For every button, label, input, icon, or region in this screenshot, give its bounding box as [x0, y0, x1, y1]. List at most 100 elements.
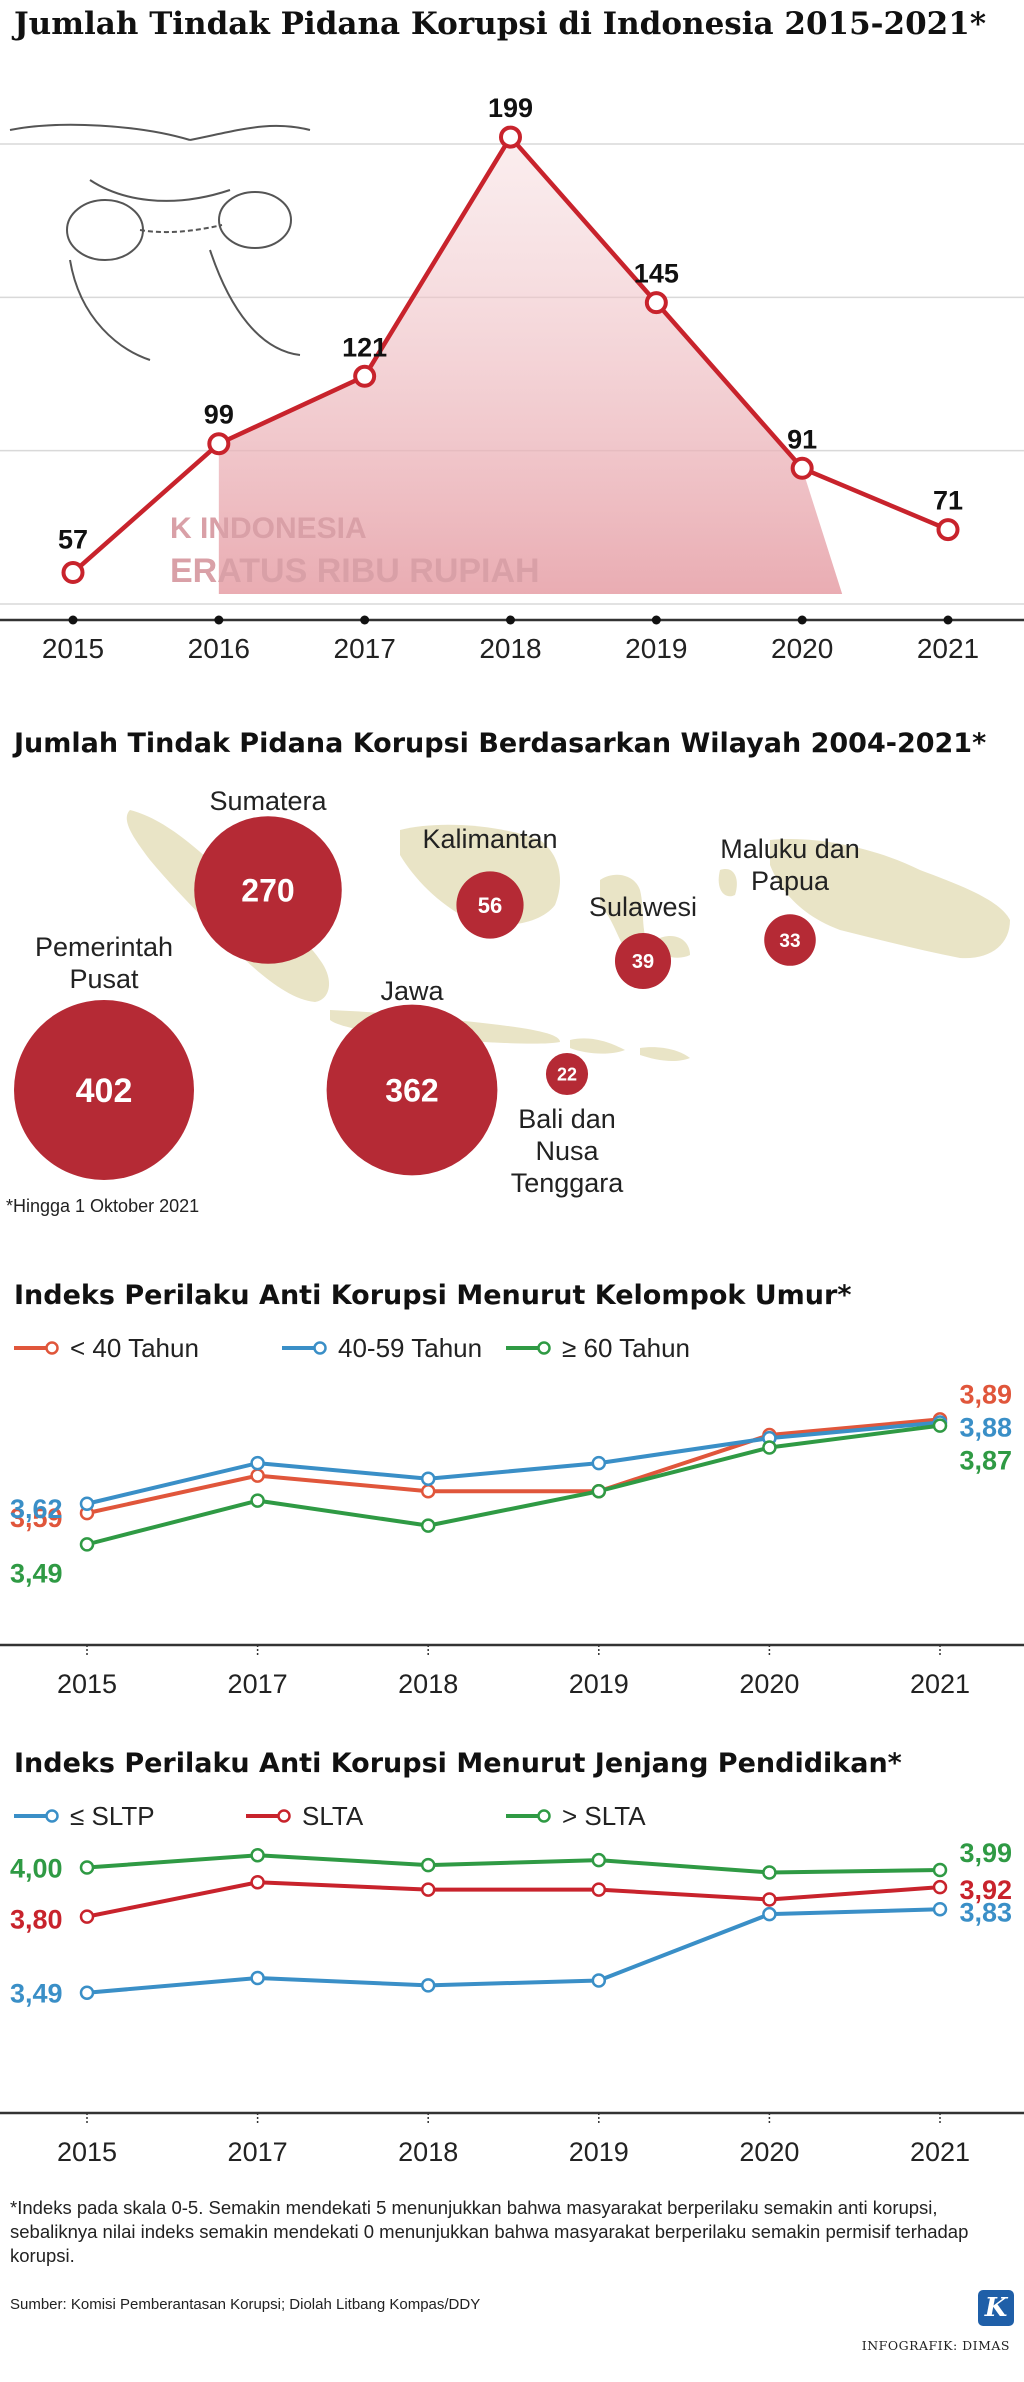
start-label: 3,49 — [10, 1558, 63, 1588]
handcuffs-illustration-icon — [9, 123, 311, 361]
tick-label: 2021 — [910, 1669, 970, 1699]
chart3-title: Indeks Perilaku Anti Korupsi Menurut Kel… — [14, 1280, 852, 1311]
start-label: 3,80 — [10, 1905, 63, 1935]
legend-marker — [537, 1341, 551, 1355]
legend-marker — [45, 1809, 59, 1823]
legend-marker — [313, 1341, 327, 1355]
region-bubble — [614, 932, 672, 990]
bubble-value: 39 — [632, 951, 654, 973]
data-point — [591, 1973, 607, 1988]
chart4-title: Indeks Perilaku Anti Korupsi Menurut Jen… — [14, 1748, 902, 1779]
data-point — [591, 1882, 607, 1897]
data-point — [932, 1879, 948, 1895]
region-label: Nusa — [535, 1136, 599, 1166]
tick-label: 2017 — [228, 2137, 288, 2167]
region-bubble — [545, 1052, 589, 1096]
data-point — [644, 291, 668, 315]
data-point — [420, 1518, 436, 1533]
data-point — [499, 125, 522, 149]
region-bubble — [194, 816, 342, 964]
start-label: 3,49 — [10, 1979, 63, 2009]
data-point — [250, 1455, 265, 1471]
chart1-title: Jumlah Tindak Pidana Korupsi di Indonesi… — [14, 6, 987, 42]
legend-marker — [537, 1809, 551, 1823]
data-label: 145 — [634, 259, 679, 289]
end-label: 3,92 — [959, 1875, 1012, 1905]
data-point — [420, 1471, 436, 1486]
legend-label: ≤ SLTP — [70, 1801, 155, 1831]
education-index-chart: ≤ SLTP SLTA > SLTA 3,49 3,83 3,80 3,92 4,00 3,9… — [0, 1801, 1024, 2167]
region-bubble — [14, 1000, 194, 1180]
region-label: Sumatera — [209, 786, 327, 816]
data-point — [79, 1985, 95, 2000]
data-label: 199 — [488, 93, 533, 123]
series-path — [86, 1880, 941, 1919]
tick-label: 2021 — [917, 633, 979, 664]
data-point — [591, 1852, 607, 1868]
banknote-text: K INDONESIA — [170, 512, 367, 545]
series-path — [86, 1417, 941, 1516]
data-point — [762, 1906, 777, 1922]
region-label: Sulawesi — [589, 892, 697, 922]
data-point — [250, 1493, 265, 1508]
region-bubbles: 270 Sumatera 56 Kalimantan 39 Sulawesi 33 Maluk… — [14, 786, 860, 1198]
tick-label: 2018 — [398, 2137, 458, 2167]
legend: < 40 Tahun 40-59 Tahun ≥ 60 Tahun — [14, 1333, 690, 1363]
data-point — [250, 1848, 265, 1863]
region-label: Bali dan — [518, 1104, 616, 1134]
tick-mark — [943, 615, 953, 625]
tick-label: 2018 — [398, 1669, 458, 1699]
bubble-value: 362 — [385, 1073, 438, 1109]
data-point — [591, 1484, 607, 1499]
legend-label: ≥ 60 Tahun — [562, 1333, 690, 1363]
banknote-area — [218, 137, 843, 595]
start-label: 3,62 — [10, 1494, 63, 1524]
tick-label: 2019 — [625, 633, 687, 664]
tick-mark — [506, 615, 515, 625]
legend-label: SLTA — [302, 1801, 364, 1831]
bubble-value: 402 — [76, 1072, 133, 1110]
series-lines: 3,49 3,83 3,80 3,92 4,00 3,99 — [10, 1838, 1012, 2009]
data-label: 57 — [58, 525, 88, 555]
legend-label: > SLTA — [562, 1801, 646, 1831]
end-label: 3,99 — [959, 1838, 1012, 1868]
x-axis: 2015 2017 2018 2019 2020 2021 — [0, 1643, 1024, 1699]
region-label: Maluku dan — [720, 834, 860, 864]
tick-label: 2015 — [57, 2137, 117, 2167]
data-point — [79, 1860, 95, 1875]
map-footnote: *Hingga 1 Oktober 2021 — [6, 1196, 200, 1216]
data-label: 99 — [204, 400, 234, 430]
legend-marker — [45, 1341, 59, 1355]
chart2-title: Jumlah Tindak Pidana Korupsi Berdasarkan… — [14, 728, 987, 759]
tick-label: 2020 — [739, 1669, 799, 1699]
start-label: 4,00 — [10, 1854, 63, 1884]
tick-label: 2015 — [57, 1669, 117, 1699]
data-point — [932, 1418, 948, 1433]
region-label: Jawa — [380, 976, 444, 1006]
tick-label: 2017 — [228, 1669, 288, 1699]
corruption-cases-line-chart: K INDONESIA ERATUS RIBU RUPIAH 57 99 121 199… — [0, 93, 1024, 664]
bubble-value: 22 — [557, 1064, 577, 1084]
infographic-credit: INFOGRAFIK: DIMAS — [861, 2338, 1010, 2353]
region-bubble-map: 270 Sumatera 56 Kalimantan 39 Sulawesi 33 Maluk… — [14, 786, 1010, 1198]
tick-mark — [214, 615, 224, 625]
series-lines: 3,59 3,89 3,62 3,88 3,49 3,87 — [10, 1379, 1012, 1588]
tick-mark — [797, 615, 807, 625]
data-label: 121 — [342, 332, 387, 362]
data-point — [762, 1865, 777, 1880]
tick-label: 2020 — [739, 2137, 799, 2167]
tick-label: 2019 — [569, 1669, 629, 1699]
data-point — [591, 1455, 607, 1471]
data-point — [353, 364, 377, 388]
data-point — [420, 1484, 436, 1499]
data-point — [936, 518, 960, 542]
end-label: 3,87 — [959, 1446, 1012, 1476]
data-label: 91 — [787, 424, 817, 454]
source-text: Sumber: Komisi Pemberantasan Korupsi; Di… — [10, 2296, 481, 2313]
region-bubble — [326, 1004, 498, 1176]
region-label: Tenggara — [511, 1168, 625, 1198]
bubble-value: 33 — [779, 931, 800, 952]
tick-label: 2020 — [771, 633, 833, 664]
data-point — [250, 1468, 265, 1483]
region-label: Kalimantan — [422, 824, 557, 854]
